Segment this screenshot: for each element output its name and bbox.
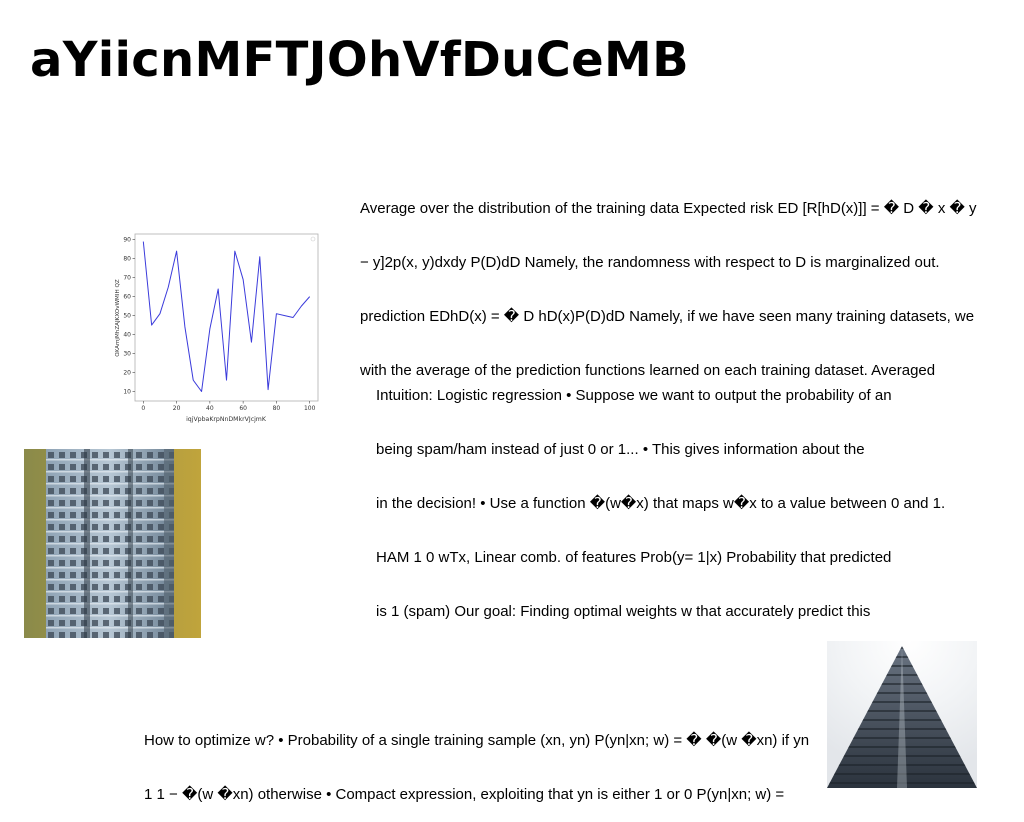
y-tick-label: 40 xyxy=(123,332,131,339)
text-line: Intuition: Logistic regression • Suppose… xyxy=(376,387,892,404)
y-tick-label: 30 xyxy=(123,351,131,358)
y-tick-label: 10 xyxy=(123,389,131,396)
y-tick-label: 70 xyxy=(123,275,131,282)
legend-marker-icon xyxy=(310,236,316,242)
x-tick-label: 20 xyxy=(173,405,181,412)
pagoda-tower-photo xyxy=(827,641,977,788)
x-tick-label: 100 xyxy=(304,405,316,412)
y-tick-label: 60 xyxy=(123,294,131,301)
text-line: in the decision! • Use a function �(w�x)… xyxy=(376,495,946,512)
x-tick-label: 60 xyxy=(239,405,247,412)
y-axis-label: OXAmjMhZAJKXOvWMIH QZ xyxy=(115,279,121,357)
x-tick-label: 80 xyxy=(273,405,281,412)
paragraph-expected-risk: Average over the distribution of the tra… xyxy=(360,164,977,398)
text-line: Average over the distribution of the tra… xyxy=(360,200,977,217)
x-tick-label: 0 xyxy=(141,405,145,412)
apartment-building-photo xyxy=(24,449,201,638)
text-line: 1 1 − �(w �xn) otherwise • Compact expre… xyxy=(144,786,785,803)
page-title: aYiicnMFTJOhVfDuCeMB xyxy=(30,32,689,88)
y-tick-label: 20 xyxy=(123,370,131,377)
y-tick-label: 50 xyxy=(123,313,131,320)
x-axis-label: iqjVpbaKrpNnDMkrVJcjmK xyxy=(186,416,267,423)
text-line: HAM 1 0 wTx, Linear comb. of features Pr… xyxy=(376,549,892,566)
y-tick-label: 90 xyxy=(123,237,131,244)
y-tick-label: 80 xyxy=(123,256,131,263)
text-line: prediction EDhD(x) = � D hD(x)P(D)dD Nam… xyxy=(360,308,975,325)
text-line: with the average of the prediction funct… xyxy=(360,362,936,379)
x-tick-label: 40 xyxy=(206,405,214,412)
text-line: being spam/ham instead of just 0 or 1...… xyxy=(376,441,865,458)
text-line: How to optimize w? • Probability of a si… xyxy=(144,732,810,749)
paragraph-optimize-w: How to optimize w? • Probability of a si… xyxy=(144,696,809,822)
text-line: is 1 (spam) Our goal: Finding optimal we… xyxy=(376,603,871,620)
text-line: − y]2p(x, y)dxdy P(D)dD Namely, the rand… xyxy=(360,254,940,271)
line-chart: 0 20 40 60 80 100 10 20 30 40 50 60 70 80 90 iqjVpbaKr… xyxy=(115,233,319,423)
series-line xyxy=(142,241,311,393)
paragraph-logistic-regression: Intuition: Logistic regression • Suppose… xyxy=(376,351,945,639)
